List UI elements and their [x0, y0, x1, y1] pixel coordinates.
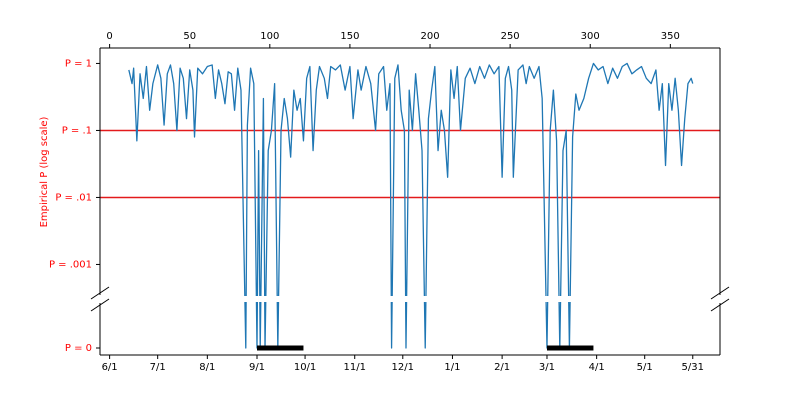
date-tick-label: 10/1	[294, 362, 316, 373]
x-tick-label: 300	[581, 31, 600, 42]
span-bar	[546, 345, 594, 351]
break-mark	[90, 298, 110, 312]
date-tick-label: 11/1	[343, 362, 365, 373]
break-mark	[90, 286, 110, 300]
date-tick-label: 4/1	[589, 362, 605, 373]
x-tick-label: 100	[260, 31, 279, 42]
date-tick-label: 12/1	[392, 362, 414, 373]
y-axis-label: Empirical P (log scale)	[39, 116, 50, 227]
x-tick-label: 200	[420, 31, 439, 42]
x-tick-label: 150	[340, 31, 359, 42]
x-tick-label: 50	[183, 31, 196, 42]
date-tick-label: 9/1	[249, 362, 265, 373]
x-tick-label: 250	[501, 31, 520, 42]
date-tick-label: 2/1	[494, 362, 510, 373]
axis-break-gap	[99, 296, 721, 302]
date-tick-label: 8/1	[199, 362, 215, 373]
span-bar	[257, 345, 304, 351]
date-tick-label: 5/1	[637, 362, 653, 373]
y-tick-label: P = .01	[55, 192, 92, 203]
x-tick-label: 0	[106, 31, 112, 42]
break-mark	[710, 298, 730, 312]
date-tick-label: 6/1	[102, 362, 118, 373]
date-tick-label: 3/1	[539, 362, 555, 373]
y-tick-label: P = 0	[65, 343, 92, 354]
break-mark	[710, 286, 730, 300]
date-tick-label: 7/1	[150, 362, 166, 373]
date-tick-label: 5/31	[682, 362, 704, 373]
x-tick-label: 350	[661, 31, 680, 42]
data-line	[128, 62, 694, 349]
y-tick-label: P = .001	[49, 259, 92, 270]
y-tick-label: P = .1	[62, 125, 92, 136]
y-tick-label: P = 1	[65, 58, 92, 69]
date-tick-label: 1/1	[444, 362, 460, 373]
